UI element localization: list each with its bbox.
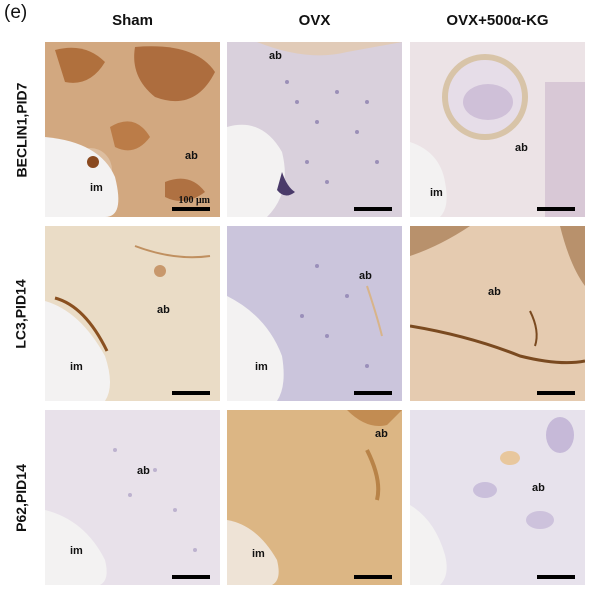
- label-ab: ab: [185, 150, 198, 162]
- scale-bar: [354, 207, 392, 211]
- panel-label: (e): [4, 2, 28, 23]
- marrow-space: [227, 124, 285, 217]
- micrograph-ovx-akg-lc3: ab: [410, 226, 585, 401]
- micrograph-ovx-lc3: ab im: [227, 226, 402, 401]
- scale-bar: [354, 391, 392, 395]
- label-ab: ab: [269, 50, 282, 62]
- label-im: im: [255, 361, 268, 373]
- scale-bar: [537, 207, 575, 211]
- micrograph-ovx-akg-p62: ab: [410, 410, 585, 585]
- marrow-space: [410, 142, 447, 217]
- micrograph-sham-p62: ab im: [45, 410, 220, 585]
- scale-bar: [172, 207, 210, 211]
- micrograph-image: [227, 42, 402, 217]
- tissue-background: [410, 226, 585, 401]
- micrograph-image: [227, 410, 402, 585]
- row-header-p62: P62,PID14: [13, 463, 29, 532]
- label-im: im: [90, 182, 103, 194]
- marrow-space: [410, 505, 447, 585]
- scale-bar: [172, 391, 210, 395]
- label-im: im: [70, 545, 83, 557]
- micrograph-image: [45, 410, 220, 585]
- scale-bar: [354, 575, 392, 579]
- label-ab: ab: [375, 428, 388, 440]
- micrograph-ovx-beclin1: ab: [227, 42, 402, 217]
- label-ab: ab: [137, 465, 150, 477]
- micrograph-ovx-p62: ab im: [227, 410, 402, 585]
- label-im: im: [252, 548, 265, 560]
- label-ab: ab: [157, 304, 170, 316]
- micrograph-ovx-akg-beclin1: ab im: [410, 42, 585, 217]
- micrograph-image: [410, 410, 585, 585]
- label-ab: ab: [515, 142, 528, 154]
- label-ab: ab: [359, 270, 372, 282]
- scale-bar: [537, 391, 575, 395]
- row-header-lc3: LC3,PID14: [13, 278, 29, 349]
- marrow-space: [45, 301, 110, 401]
- marrow-space: [45, 510, 107, 585]
- column-header-ovx: OVX: [298, 12, 331, 29]
- micrograph-image: [227, 226, 402, 401]
- label-im: im: [430, 187, 443, 199]
- row-header-beclin1: BECLIN1,PID7: [13, 82, 30, 177]
- micrograph-image: [45, 42, 220, 217]
- marrow-space: [45, 137, 119, 217]
- label-im: im: [70, 361, 83, 373]
- micrograph-sham-beclin1: ab im 100 μm: [45, 42, 220, 217]
- column-header-sham: Sham: [112, 12, 153, 29]
- micrograph-image: [410, 226, 585, 401]
- micrograph-sham-lc3: ab im: [45, 226, 220, 401]
- micrograph-image: [410, 42, 585, 217]
- column-header-ovx-akg: OVX+500α-KG: [446, 12, 549, 29]
- scale-bar: [172, 575, 210, 579]
- micrograph-image: [45, 226, 220, 401]
- scale-bar-label: 100 μm: [178, 195, 211, 206]
- label-ab: ab: [488, 286, 501, 298]
- scale-bar: [537, 575, 575, 579]
- marrow-space: [227, 296, 284, 401]
- label-ab: ab: [532, 482, 545, 494]
